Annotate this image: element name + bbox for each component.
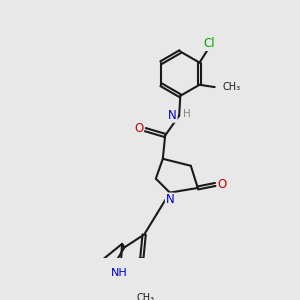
Text: CH₃: CH₃ bbox=[136, 292, 154, 300]
Text: O: O bbox=[217, 178, 226, 191]
Text: H: H bbox=[183, 110, 190, 119]
Text: CH₃: CH₃ bbox=[223, 82, 241, 92]
Text: Cl: Cl bbox=[203, 38, 214, 50]
Text: N: N bbox=[168, 109, 177, 122]
Text: N: N bbox=[165, 193, 174, 206]
Text: NH: NH bbox=[111, 268, 128, 278]
Text: O: O bbox=[134, 122, 143, 135]
